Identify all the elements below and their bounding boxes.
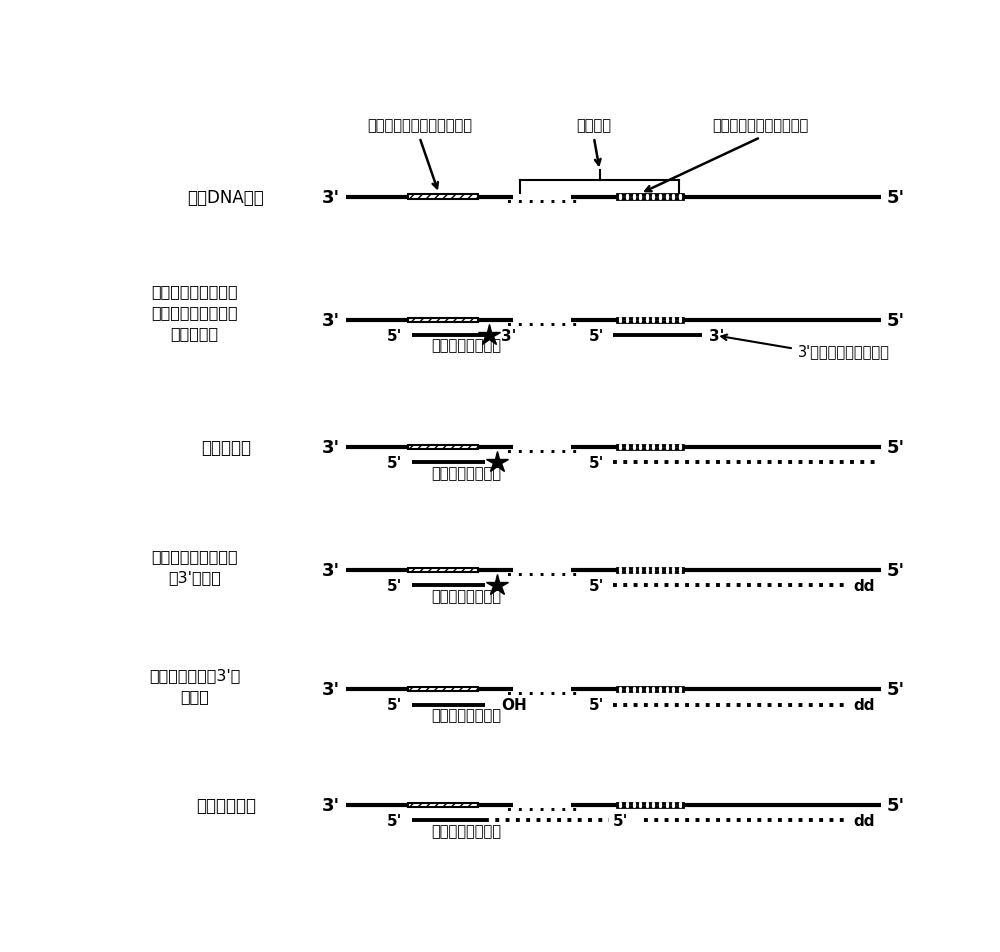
Text: 5': 5' bbox=[887, 796, 905, 814]
Bar bbox=[617, 195, 683, 199]
Text: 5': 5' bbox=[887, 562, 905, 580]
Text: 5': 5' bbox=[887, 188, 905, 207]
Text: 插入片段测序: 插入片段测序 bbox=[196, 796, 256, 814]
Text: 5': 5' bbox=[387, 455, 402, 470]
Text: .......: ....... bbox=[504, 796, 580, 814]
Text: 5': 5' bbox=[387, 698, 402, 712]
Text: 条形码测序: 条形码测序 bbox=[201, 438, 251, 456]
Bar bbox=[408, 568, 478, 572]
Text: 3': 3' bbox=[501, 328, 516, 344]
Text: 3': 3' bbox=[709, 328, 724, 344]
Text: 插入片段: 插入片段 bbox=[576, 118, 611, 133]
Text: 3': 3' bbox=[322, 438, 340, 456]
Text: 5': 5' bbox=[387, 578, 402, 593]
Text: 5': 5' bbox=[387, 813, 402, 828]
Text: 插入片段测序引物: 插入片段测序引物 bbox=[431, 707, 501, 723]
Bar bbox=[617, 318, 683, 323]
Text: 3': 3' bbox=[322, 311, 340, 329]
Bar bbox=[408, 803, 478, 807]
Text: 3': 3' bbox=[322, 562, 340, 580]
Text: 5': 5' bbox=[387, 328, 402, 344]
Text: 杂交条形码测序引物
和可逆阻断的插入片
段测序引物: 杂交条形码测序引物 和可逆阻断的插入片 段测序引物 bbox=[151, 285, 238, 341]
Text: 3': 3' bbox=[322, 681, 340, 699]
Text: 5': 5' bbox=[887, 438, 905, 456]
Bar bbox=[408, 446, 478, 449]
Bar bbox=[617, 446, 683, 449]
Text: .......: ....... bbox=[504, 562, 580, 580]
Text: 待测DNA模板: 待测DNA模板 bbox=[187, 188, 264, 207]
Text: 5': 5' bbox=[589, 328, 604, 344]
Text: 3'端被阻断，不能延伸: 3'端被阻断，不能延伸 bbox=[798, 344, 890, 359]
Text: 5': 5' bbox=[589, 578, 604, 593]
Text: .......: ....... bbox=[504, 681, 580, 699]
Text: 阻断条形码测序产物
的3'羟基端: 阻断条形码测序产物 的3'羟基端 bbox=[151, 548, 238, 585]
Text: 5': 5' bbox=[613, 813, 629, 828]
Text: 插入片段测序引物: 插入片段测序引物 bbox=[431, 338, 501, 353]
Text: .......: ....... bbox=[504, 311, 580, 329]
Bar bbox=[408, 318, 478, 323]
Text: .......: ....... bbox=[504, 438, 580, 456]
Text: 5': 5' bbox=[589, 698, 604, 712]
Text: 插入片段测序引物: 插入片段测序引物 bbox=[431, 466, 501, 480]
Text: 3': 3' bbox=[322, 796, 340, 814]
Bar bbox=[617, 687, 683, 692]
Text: .......: ....... bbox=[504, 188, 580, 207]
Bar bbox=[617, 568, 683, 572]
Text: 3': 3' bbox=[322, 188, 340, 207]
Text: 恢复测序引物的3'羟
基基团: 恢复测序引物的3'羟 基基团 bbox=[149, 667, 240, 704]
Bar bbox=[617, 803, 683, 807]
Text: 5': 5' bbox=[887, 311, 905, 329]
Bar bbox=[408, 195, 478, 199]
Text: dd: dd bbox=[854, 578, 875, 593]
Bar bbox=[408, 687, 478, 692]
Text: dd: dd bbox=[854, 813, 875, 828]
Text: 插入片段测序引物杂交位置: 插入片段测序引物杂交位置 bbox=[367, 118, 472, 133]
Text: 5': 5' bbox=[887, 681, 905, 699]
Text: OH: OH bbox=[501, 698, 527, 712]
Text: 5': 5' bbox=[589, 455, 604, 470]
Text: dd: dd bbox=[854, 698, 875, 712]
Text: 插入片段测序引物: 插入片段测序引物 bbox=[431, 588, 501, 604]
Text: 插入片段测序引物: 插入片段测序引物 bbox=[431, 823, 501, 838]
Text: 条形码测序引物杂交位置: 条形码测序引物杂交位置 bbox=[712, 118, 809, 133]
